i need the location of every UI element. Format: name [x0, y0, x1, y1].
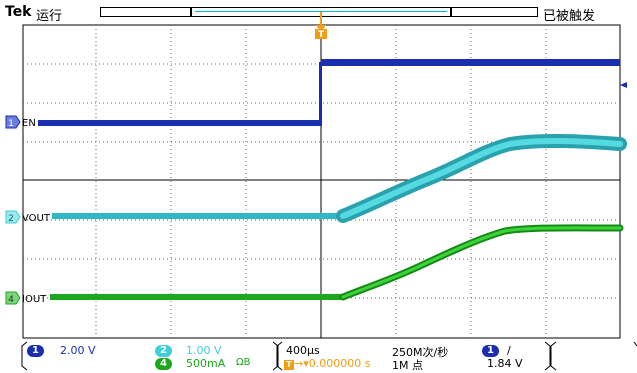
sample-rate: 250M次/秒 — [392, 346, 449, 359]
ch2-label: VOUT — [22, 213, 51, 224]
ch4-bandwidth-icon: ΩB — [236, 357, 251, 368]
ch4-badge[interactable]: 4 — [155, 358, 172, 370]
trigger-offset[interactable]: T →▾0.000000 s — [284, 357, 370, 370]
ch2-badge[interactable]: 2 — [155, 345, 172, 357]
graticule-grid — [23, 25, 620, 338]
trigger-status: 已被触发 — [543, 9, 596, 24]
trigger-slope-icon[interactable]: / — [507, 344, 511, 357]
ch2-scale[interactable]: 1.00 V — [186, 344, 222, 357]
ch1-ground-marker[interactable]: 1 — [5, 115, 21, 129]
record-length: 1M 点 — [392, 359, 423, 372]
ch1-waveform — [38, 59, 620, 126]
brand-logo: Tek — [5, 4, 32, 20]
trigger-offset-icon: T — [284, 360, 294, 370]
trigger-position-marker[interactable]: T — [315, 12, 327, 40]
svg-text:1: 1 — [8, 119, 14, 129]
trigger-level-marker[interactable] — [620, 82, 627, 88]
ch4-label: IOUT — [22, 294, 47, 305]
trigger-position-label: T — [318, 30, 325, 40]
timebase-scale[interactable]: 400μs — [286, 344, 320, 357]
acquisition-state: 运行 — [36, 9, 63, 24]
ch4-scale[interactable]: 500mA — [186, 357, 226, 370]
record-view-bar[interactable] — [100, 7, 538, 17]
svg-text:4: 4 — [8, 295, 14, 305]
status-bar: Tek 运行 已被触发 — [0, 0, 637, 24]
readout-panel-frames — [21, 341, 637, 371]
ch4-waveform — [50, 224, 624, 301]
ch1-badge[interactable]: 1 — [27, 345, 44, 357]
trigger-level[interactable]: 1.84 V — [487, 357, 523, 370]
readout-bar: 1 2.00 V 2 1.00 V 4 500mA ΩB 400μs T →▾0.… — [0, 342, 637, 372]
ch1-label: EN — [22, 118, 36, 129]
trigger-source-badge[interactable]: 1 — [482, 345, 499, 357]
svg-text:2: 2 — [8, 214, 14, 224]
ch4-ground-marker[interactable]: 4 — [5, 291, 21, 305]
ch2-waveform — [52, 133, 627, 223]
ch1-scale[interactable]: 2.00 V — [60, 344, 96, 357]
record-view-window[interactable] — [190, 8, 452, 16]
ch2-ground-marker[interactable]: 2 — [5, 210, 21, 224]
